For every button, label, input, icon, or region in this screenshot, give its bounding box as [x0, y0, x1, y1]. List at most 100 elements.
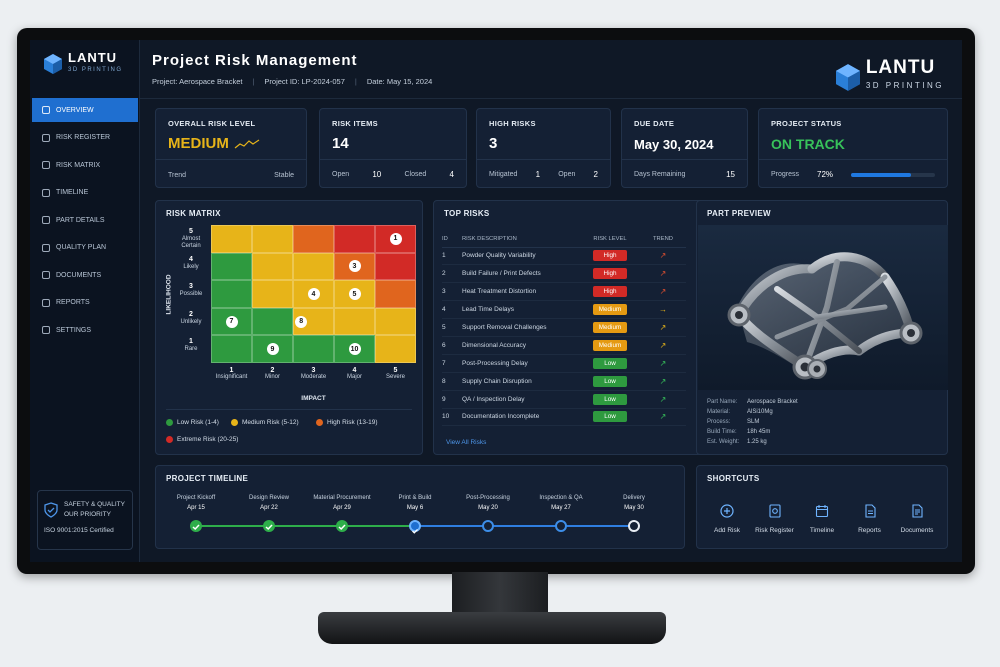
part-preview-title: PART PREVIEW: [707, 209, 771, 218]
sidebar-item-timeline[interactable]: TIMELINE: [32, 181, 138, 205]
table-row[interactable]: 8 Supply Chain Disruption Low ↗: [442, 372, 686, 391]
matrix-cell-low[interactable]: [211, 280, 252, 308]
impact-label: 1 Insignificant: [215, 367, 248, 380]
open-count: 2: [593, 170, 598, 179]
matrix-cell-extreme[interactable]: [334, 225, 375, 253]
matrix-cell-low[interactable]: [211, 252, 252, 281]
risk-marker[interactable]: 4: [307, 288, 320, 300]
kpi-label: PROJECT STATUS: [771, 119, 842, 128]
timeline-node-final[interactable]: [628, 520, 640, 532]
progress-bar: [851, 172, 935, 177]
kpi-label: DUE DATE: [634, 119, 675, 128]
timeline-node-done[interactable]: [190, 520, 202, 532]
top-risks-title: TOP RISKS: [444, 209, 490, 218]
risk-marker[interactable]: 5: [348, 288, 361, 300]
table-row[interactable]: 1 Powder Quality Variability High ↗: [442, 247, 686, 266]
sidebar-item-reports[interactable]: REPORTS: [32, 291, 138, 315]
sidebar-item-part-details[interactable]: PART DETAILS: [32, 208, 138, 232]
risk-marker[interactable]: 1: [389, 232, 402, 245]
sidebar-item-overview[interactable]: OVERVIEW: [32, 98, 138, 122]
kpi-project-status[interactable]: PROJECT STATUS ON TRACK Progress 72%: [758, 108, 948, 188]
risk-level-badge: High: [593, 250, 627, 262]
shortcut-documents[interactable]: Documents: [892, 504, 942, 534]
legend-divider: [166, 409, 412, 410]
sidebar-logo[interactable]: LANTU 3D PRINTING: [44, 51, 123, 76]
matrix-cell-extreme[interactable]: [375, 252, 416, 281]
kpi-high-risks[interactable]: HIGH RISKS 3 Mitigated 1 Open 2: [476, 108, 611, 188]
sidebar-item-settings[interactable]: SETTINGS: [32, 318, 138, 342]
sidebar-item-documents[interactable]: DOCUMENTS: [32, 263, 138, 287]
risk-marker[interactable]: 7: [225, 315, 238, 328]
matrix-cell-low[interactable]: [293, 335, 334, 363]
timeline-stage-label: Project Kickoff Apr 15: [176, 495, 216, 511]
kpi-overall-risk[interactable]: OVERALL RISK LEVEL MEDIUM Trend Stable: [155, 108, 307, 188]
table-row[interactable]: 9 QA / Inspection Delay Low ↗: [442, 390, 686, 409]
timeline-node-done[interactable]: [336, 520, 348, 532]
risk-marker[interactable]: 8: [295, 315, 308, 328]
matrix-cell-low[interactable]: [252, 307, 293, 336]
matrix-cell-medium[interactable]: [252, 252, 293, 281]
kpi-due-date[interactable]: DUE DATE May 30, 2024 Days Remaining 15: [621, 108, 748, 188]
progress-label: Progress: [771, 171, 800, 178]
matrix-cell-medium[interactable]: [334, 307, 375, 336]
matrix-cell-medium[interactable]: [252, 225, 293, 253]
table-row[interactable]: 6 Dimensional Accuracy Medium ↗: [442, 336, 686, 355]
gear-icon: [42, 326, 50, 334]
risk-marker[interactable]: 3: [348, 260, 361, 273]
header-brand-name: LANTU: [865, 57, 936, 78]
iso-certification: ISO 9001:2015 Certified: [44, 527, 114, 534]
matrix-cell-high[interactable]: [375, 280, 416, 308]
matrix-cell-medium[interactable]: [293, 280, 334, 308]
table-row[interactable]: 2 Build Failure / Print Defects High ↗: [442, 264, 686, 284]
risk-id: 1: [442, 247, 462, 266]
risk-items-value: 14: [332, 135, 349, 152]
matrix-cell-medium[interactable]: [375, 307, 416, 336]
table-row[interactable]: 5 Support Removal Challenges Medium ↗: [442, 318, 686, 337]
timeline-node-upcoming[interactable]: [482, 520, 494, 532]
sidebar: LANTU 3D PRINTING OVERVIEW RISK REGISTER RI…: [30, 40, 140, 562]
risk-description: Post-Processing Delay: [462, 354, 580, 373]
col-description: RISK DESCRIPTION: [462, 231, 580, 248]
spec-row: Part Name: Aerospace Bracket: [707, 399, 798, 405]
matrix-cell-high[interactable]: [293, 225, 334, 253]
shortcut-risk-register[interactable]: Risk Register: [750, 504, 800, 534]
sidebar-item-label: RISK REGISTER: [56, 134, 111, 141]
sidebar-item-risk-matrix[interactable]: RISK MATRIX: [32, 153, 138, 177]
table-row[interactable]: 10 Documentation Incomplete Low ↗: [442, 408, 686, 427]
matrix-cell-medium[interactable]: [293, 252, 334, 281]
table-row[interactable]: 4 Lead Time Delays Medium →: [442, 300, 686, 320]
risk-id: 9: [442, 390, 462, 409]
card-divider: [622, 159, 747, 160]
table-row[interactable]: 7 Post-Processing Delay Low ↗: [442, 354, 686, 373]
header-brand-sub: 3D PRINTING: [865, 81, 944, 90]
risk-marker[interactable]: 10: [348, 343, 361, 356]
risk-marker[interactable]: 9: [266, 343, 279, 356]
matrix-cell-low[interactable]: [211, 335, 252, 363]
matrix-cell-extreme[interactable]: [375, 225, 416, 253]
sidebar-item-label: RISK MATRIX: [56, 161, 101, 169]
shortcut-add-risk[interactable]: Add Risk: [702, 504, 752, 534]
timeline-node-upcoming[interactable]: [555, 520, 567, 532]
sidebar-item-quality-plan[interactable]: QUALITY PLAN: [32, 236, 138, 260]
timeline-stage-label: Print & Build May 6: [398, 495, 432, 511]
kpi-risk-items[interactable]: RISK ITEMS 14 Open 10 Closed 4: [319, 108, 467, 188]
matrix-cell-medium[interactable]: [252, 280, 293, 308]
bracket-3d-model-image[interactable]: [717, 237, 927, 382]
progress-value: 72%: [817, 170, 834, 179]
legend-item-medium: Medium Risk (5-12): [231, 419, 299, 426]
page-header: Project Risk Management Project: Aerospa…: [152, 52, 952, 102]
col-risk-level: RISK LEVEL: [580, 231, 640, 248]
sidebar-item-risk-register[interactable]: RISK REGISTER: [32, 126, 138, 150]
table-row[interactable]: 3 Heat Treatment Distortion High ↗: [442, 282, 686, 302]
sidebar-item-label: OVERVIEW: [56, 106, 94, 114]
timeline-node-current[interactable]: [409, 520, 421, 534]
kpi-label: HIGH RISKS: [489, 119, 536, 128]
matrix-cell-medium[interactable]: [375, 335, 416, 363]
shortcut-reports[interactable]: Reports: [845, 504, 895, 534]
risk-matrix-panel: RISK MATRIX 1 3 4 5 7 8 9 10 5 Almost Certain 4 Lik…: [155, 200, 423, 455]
spec-row: Build Time: 18h 45m: [707, 429, 771, 435]
view-all-risks-link[interactable]: View All Risks: [446, 439, 487, 446]
timeline-node-done[interactable]: [263, 520, 275, 532]
shortcut-timeline[interactable]: Timeline: [797, 504, 847, 534]
matrix-cell-medium[interactable]: [211, 225, 252, 253]
